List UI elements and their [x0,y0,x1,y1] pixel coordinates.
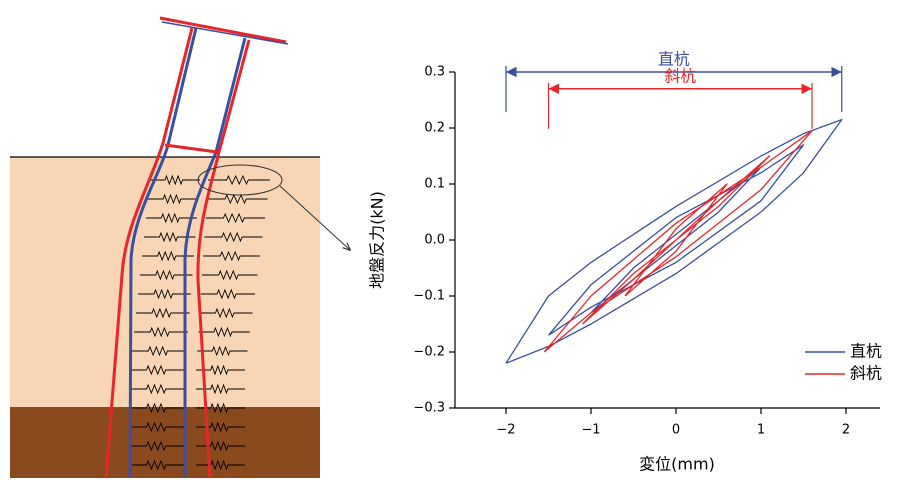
spring [198,326,250,338]
spring [208,174,270,186]
spring [134,326,188,338]
spring [130,364,185,376]
spring [140,269,193,281]
pile-blue-right [183,37,247,478]
legend-label: 斜杭 [850,364,882,383]
y-axis-label: 地盤反力(kN) [368,191,387,289]
callout-arrow [279,185,350,250]
hysteresis-line [543,130,813,353]
pile-diagram [10,16,350,479]
spring [202,269,258,281]
spring [138,288,191,300]
pile-head-link [164,143,218,154]
x-axis-label: 変位(mm) [639,455,715,474]
pile-red-left [104,27,194,479]
spring [196,364,245,376]
x-tick-label: 2 [842,423,850,438]
pile-cap-blue [161,21,289,45]
spring [150,174,200,186]
x-tick-label: −1 [581,423,600,438]
spring [130,440,185,452]
y-tick-label: 0.2 [424,121,445,136]
spring [196,421,245,433]
pile-cap-red [159,16,287,44]
spring [148,193,199,205]
pile-red-right [196,39,251,479]
spring [200,288,255,300]
spring [204,231,263,243]
y-tick-label: 0.1 [424,177,445,192]
focus-ellipse [197,164,283,196]
spring [130,383,185,395]
y-tick-label: −0.2 [413,345,445,360]
y-tick-label: 0.3 [424,65,445,80]
span-label: 斜杭 [664,66,696,85]
spring [196,402,245,414]
spring [206,193,268,205]
spring [142,250,194,262]
y-tick-label: −0.3 [413,401,445,416]
spring [130,402,185,414]
spring [136,307,190,319]
y-tick-label: −0.1 [413,289,445,304]
spring [196,459,245,471]
x-tick-label: −2 [496,423,515,438]
y-tick-label: 0.0 [424,233,445,248]
springs [130,174,270,471]
spring [144,231,196,243]
spring [146,212,197,224]
x-tick-label: 1 [757,423,765,438]
spring [130,421,185,433]
spring [196,383,245,395]
x-tick-label: 0 [672,423,680,438]
legend-label: 直杭 [850,342,882,361]
pile-blue-left [128,27,198,479]
spring [197,345,248,357]
spring [196,440,245,452]
spring [205,212,265,224]
spring [130,459,185,471]
spring [203,250,260,262]
spring [199,307,253,319]
spring [132,345,187,357]
span-label: 直杭 [658,50,690,69]
